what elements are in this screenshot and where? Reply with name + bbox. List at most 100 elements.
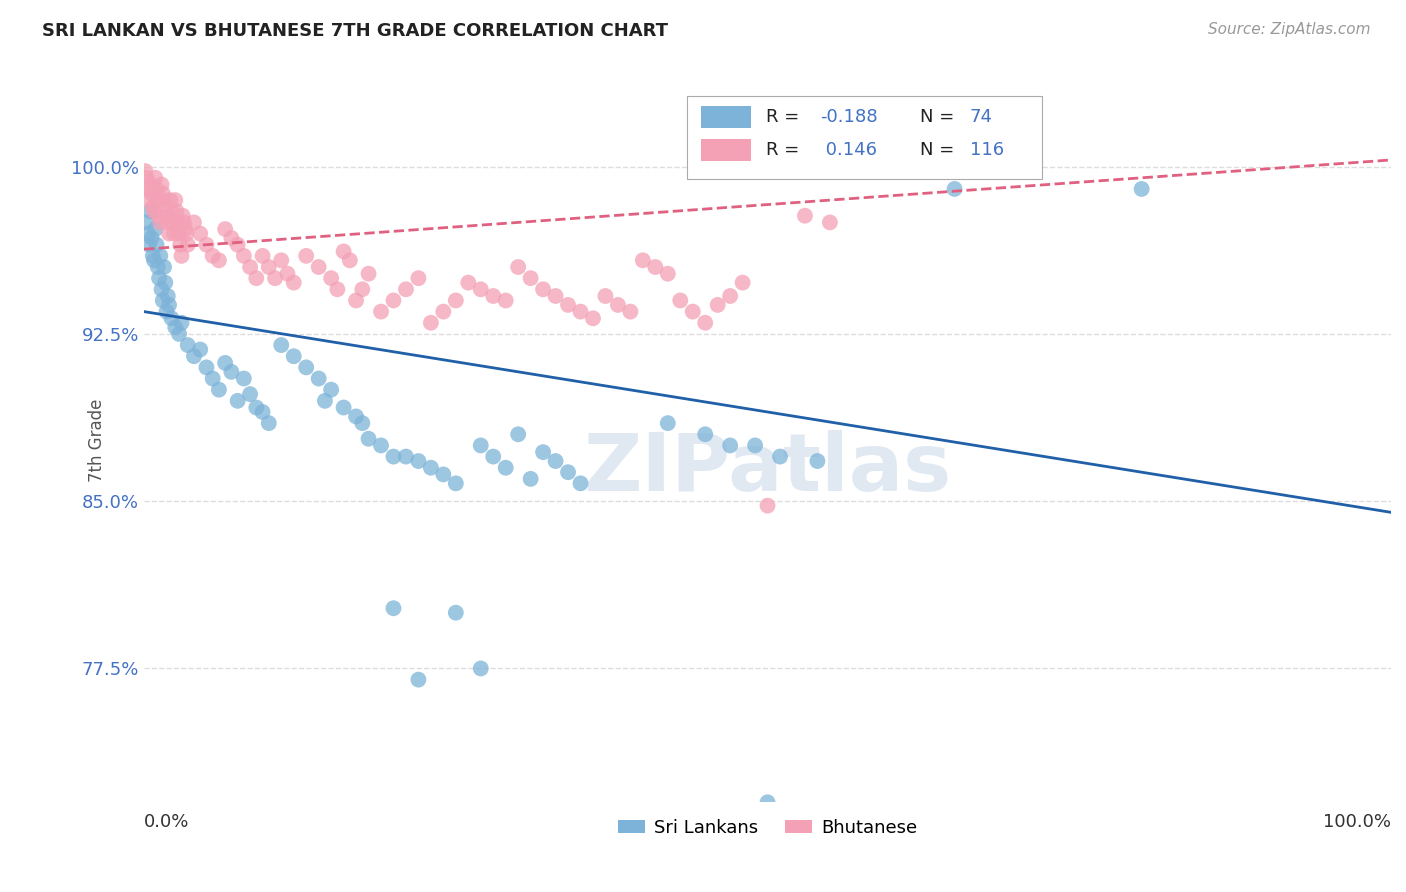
Point xyxy=(544,454,567,468)
Point xyxy=(395,282,418,296)
Point xyxy=(146,260,169,274)
Point xyxy=(177,338,200,352)
Point xyxy=(432,304,454,318)
Point xyxy=(195,360,218,375)
Point xyxy=(295,249,318,263)
Point xyxy=(148,209,170,223)
Point xyxy=(557,298,579,312)
Point xyxy=(160,311,183,326)
Text: SRI LANKAN VS BHUTANESE 7TH GRADE CORRELATION CHART: SRI LANKAN VS BHUTANESE 7TH GRADE CORREL… xyxy=(42,22,668,40)
Point xyxy=(295,360,318,375)
Text: ZIPatlas: ZIPatlas xyxy=(583,430,952,508)
Point xyxy=(142,249,165,263)
Point xyxy=(155,304,177,318)
Point xyxy=(357,432,380,446)
Point xyxy=(408,673,430,687)
Point xyxy=(257,416,280,430)
Point xyxy=(149,249,172,263)
FancyBboxPatch shape xyxy=(686,95,1042,179)
Point xyxy=(744,438,766,452)
Point xyxy=(382,601,405,615)
Point xyxy=(172,209,194,223)
Point xyxy=(419,316,441,330)
Point xyxy=(226,393,249,408)
Point xyxy=(146,193,169,207)
Point xyxy=(669,293,692,308)
Point xyxy=(557,465,579,479)
Point xyxy=(321,383,343,397)
Text: R =: R = xyxy=(766,141,800,159)
Point xyxy=(183,215,205,229)
Point xyxy=(326,282,349,296)
Point xyxy=(370,304,392,318)
Point xyxy=(682,304,704,318)
Point xyxy=(232,249,254,263)
Bar xyxy=(702,139,751,161)
Point xyxy=(806,454,828,468)
Point xyxy=(245,401,267,415)
Point xyxy=(156,215,179,229)
Point xyxy=(136,227,159,241)
Point xyxy=(142,200,165,214)
Point xyxy=(148,271,170,285)
Point xyxy=(174,222,197,236)
Point xyxy=(139,204,162,219)
Point xyxy=(165,320,187,334)
Point xyxy=(135,215,157,229)
Point xyxy=(495,460,517,475)
Point xyxy=(395,450,418,464)
Point xyxy=(283,276,305,290)
Point xyxy=(156,289,179,303)
Point xyxy=(143,204,166,219)
Point xyxy=(283,349,305,363)
Point xyxy=(695,427,717,442)
Point xyxy=(150,178,173,192)
Point xyxy=(470,661,492,675)
Text: 74: 74 xyxy=(970,108,993,127)
Point xyxy=(332,401,354,415)
Point xyxy=(150,282,173,296)
Point xyxy=(695,316,717,330)
Point xyxy=(344,293,367,308)
Point xyxy=(606,298,628,312)
Point xyxy=(139,178,162,192)
Point xyxy=(644,260,666,274)
Point xyxy=(756,499,779,513)
Text: 7th Grade: 7th Grade xyxy=(87,398,105,482)
Point xyxy=(145,237,167,252)
Point xyxy=(160,204,183,219)
Point xyxy=(145,182,167,196)
Point xyxy=(136,182,159,196)
Text: 116: 116 xyxy=(970,141,1004,159)
Point xyxy=(657,267,679,281)
Point xyxy=(270,338,292,352)
Point xyxy=(138,193,160,207)
Point xyxy=(245,271,267,285)
Point xyxy=(166,215,188,229)
Point xyxy=(544,289,567,303)
Point xyxy=(195,237,218,252)
Point xyxy=(152,293,174,308)
Point xyxy=(239,260,262,274)
Point xyxy=(382,293,405,308)
Point xyxy=(188,343,211,357)
Point xyxy=(508,260,530,274)
Point xyxy=(718,289,741,303)
Point xyxy=(508,427,530,442)
Text: 0.146: 0.146 xyxy=(820,141,877,159)
Point xyxy=(264,271,287,285)
Legend: Sri Lankans, Bhutanese: Sri Lankans, Bhutanese xyxy=(610,812,925,844)
Point xyxy=(157,298,180,312)
Point xyxy=(138,237,160,252)
Point xyxy=(706,298,728,312)
Point xyxy=(344,409,367,424)
Point xyxy=(143,253,166,268)
Point xyxy=(155,276,177,290)
Point xyxy=(173,215,195,229)
Point xyxy=(270,253,292,268)
Point xyxy=(357,267,380,281)
Point xyxy=(170,316,193,330)
Point xyxy=(232,371,254,385)
Point xyxy=(157,227,180,241)
Point xyxy=(352,282,374,296)
